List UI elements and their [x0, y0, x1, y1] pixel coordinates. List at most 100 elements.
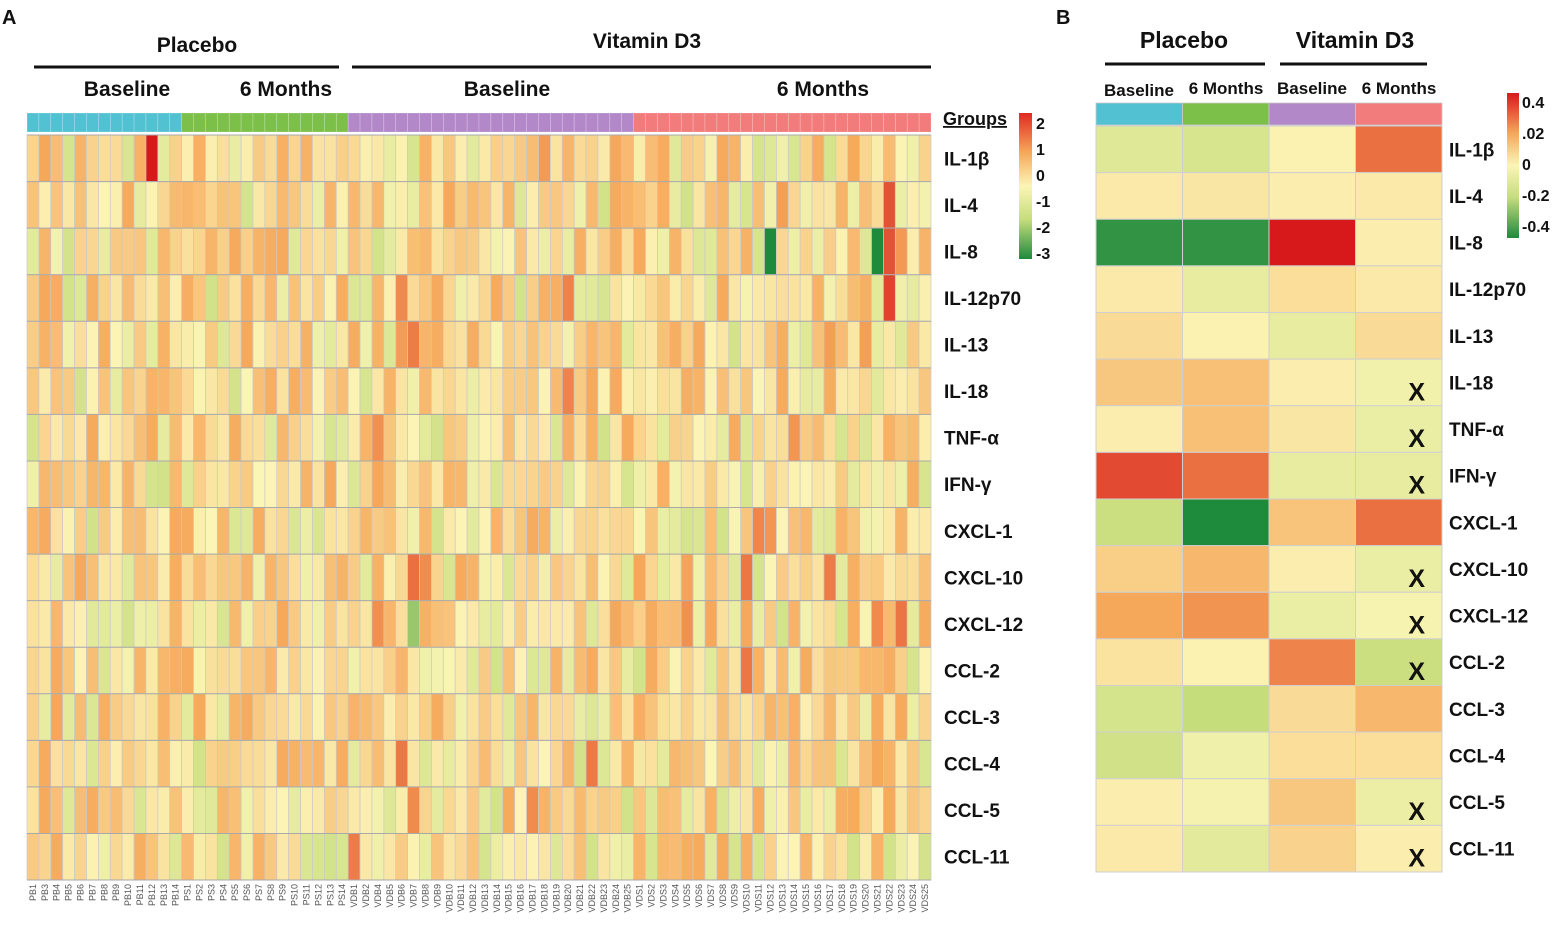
cell-ccl-11-pb5	[62, 833, 75, 881]
row-label-il-12p70: IL-12p70	[944, 289, 1021, 310]
cell-cxcl-1-vds25	[918, 507, 932, 555]
cell-ccl-2-vds1	[633, 646, 646, 695]
cell-ccl-2-vds22	[883, 646, 896, 695]
cell-cxcl-1-vitamin-d3-6-months	[1355, 498, 1443, 547]
cell-cxcl-10-pb11	[133, 553, 147, 601]
cell-cxcl-10-pb8	[98, 553, 111, 601]
cell-ccl-11-vds6	[692, 833, 706, 881]
panel-a-placebo-baseline-label: Baseline	[84, 78, 170, 101]
cell-cxcl-12-ps4	[216, 600, 230, 648]
cell-ifn-gamma-vds10	[740, 460, 753, 508]
cell-il-8-vdb7	[407, 227, 420, 276]
cell-ccl-11-vdb11	[454, 833, 468, 881]
cell-cxcl-1-ps13	[324, 507, 337, 555]
cell-il-12p70-ps10	[288, 274, 301, 322]
cell-ifn-gamma-vdb4	[371, 460, 385, 508]
cell-ccl-4-pb13	[157, 739, 171, 788]
cell-il-1beta-vds8	[716, 134, 730, 182]
cell-il-8-vdb24	[609, 227, 623, 276]
cell-cxcl-12-vds2	[645, 600, 658, 648]
cell-il-8-vds5	[680, 227, 694, 276]
cell-ccl-5-vdb7	[407, 786, 420, 834]
cell-ccl-2-vds24	[906, 646, 920, 695]
cell-ccl-2-vds18	[835, 646, 849, 695]
cell-il-18-vdb16	[514, 367, 527, 415]
cell-cxcl-12-ps12	[312, 600, 325, 648]
cell-il-13-placebo-6-months	[1182, 312, 1270, 360]
cell-cxcl-12-vds7	[704, 600, 718, 648]
cell-il-8-ps8	[264, 227, 278, 276]
cell-il-13-pb5	[62, 320, 75, 369]
cell-cxcl-10-vdb24	[609, 553, 623, 601]
group-bar-vds19	[847, 112, 860, 133]
column-label-vdb25: VDB25	[623, 884, 633, 913]
cell-ccl-2-pb4	[50, 646, 64, 695]
row-label-cxcl-1: CXCL-1	[944, 522, 1013, 543]
cell-il-1beta-ps14	[335, 134, 349, 182]
cell-il-13-vds8	[716, 320, 730, 369]
cell-cxcl-1-ps14	[335, 507, 349, 555]
cell-il-4-pb10	[121, 181, 135, 229]
cell-cxcl-1-ps4	[216, 507, 230, 555]
cell-cxcl-12-vds12	[764, 600, 777, 648]
cell-ccl-5-pb14	[169, 786, 182, 834]
cell-il-13-vds22	[883, 320, 896, 369]
cell-tnf-alpha-ps7	[252, 414, 266, 462]
cell-tnf-alpha-vds1	[633, 414, 646, 462]
cell-cxcl-12-pb9	[109, 600, 123, 648]
cell-ccl-11-vds13	[776, 833, 789, 881]
column-label-vdb5: VDB5	[385, 884, 395, 908]
cell-il-8-pb7	[86, 227, 99, 276]
cell-cxcl-1-ps7	[252, 507, 266, 555]
cell-cxcl-12-pb12	[145, 600, 159, 648]
cell-il-18-pb5	[62, 367, 75, 415]
group-bar-pb3	[38, 112, 52, 133]
cell-il-13-pb11	[133, 320, 147, 369]
cell-il-8-vdb5	[383, 227, 397, 276]
group-bar-vdb13	[478, 112, 492, 133]
cell-ccl-5-ps4	[216, 786, 230, 834]
cell-il-13-pb14	[169, 320, 182, 369]
cell-il-1beta-pb12	[145, 134, 159, 182]
cell-tnf-alpha-vdb24	[609, 414, 623, 462]
cell-cxcl-10-placebo-6-months	[1182, 545, 1270, 593]
group-bar-pb6	[74, 112, 87, 133]
cell-cxcl-10-ps9	[276, 553, 290, 601]
cell-ccl-5-vds8	[716, 786, 730, 834]
cell-ifn-gamma-vdb24	[609, 460, 623, 508]
cell-il-12p70-vdb1	[347, 274, 361, 322]
cell-ccl-4-vdb9	[431, 739, 444, 788]
cell-il-13-vds1	[633, 320, 646, 369]
cell-il-4-vdb5	[383, 181, 397, 229]
cell-ccl-5-vdb10	[442, 786, 456, 834]
cell-il-1beta-vds14	[787, 134, 801, 182]
column-label-ps14: PS14	[337, 884, 347, 906]
cell-cxcl-1-vdb19	[550, 507, 563, 555]
cell-cxcl-12-vds11	[752, 600, 765, 648]
cell-ccl-11-vdb22	[585, 833, 599, 881]
cell-il-8-vdb2	[359, 227, 373, 276]
cell-il-13-vdb5	[383, 320, 397, 369]
cell-ccl-4-pb8	[98, 739, 111, 788]
cell-ifn-gamma-ps11	[300, 460, 313, 508]
cell-cxcl-10-pb10	[121, 553, 135, 601]
cell-tnf-alpha-pb13	[157, 414, 171, 462]
cell-il-12p70-vds12	[764, 274, 777, 322]
column-label-ps10: PS10	[290, 884, 300, 906]
cell-il-4-ps11	[300, 181, 313, 229]
cell-il-4-vdb10	[442, 181, 456, 229]
cell-ccl-4-vds3	[657, 739, 670, 788]
cell-ccl-2-vdb7	[407, 646, 420, 695]
group-bar-vds7	[704, 112, 718, 133]
cell-ccl-5-pb1	[26, 786, 40, 834]
cell-cxcl-12-ps2	[193, 600, 206, 648]
cell-tnf-alpha-ps13	[324, 414, 337, 462]
cell-cxcl-12-vdb10	[442, 600, 456, 648]
cell-cxcl-10-vdb11	[454, 553, 468, 601]
cell-ccl-2-pb6	[74, 646, 87, 695]
cell-ccl-11-ps8	[264, 833, 278, 881]
cell-il-4-ps4	[216, 181, 230, 229]
cell-cxcl-12-vds3	[657, 600, 670, 648]
cell-cxcl-12-pb6	[74, 600, 87, 648]
cell-cxcl-12-ps3	[205, 600, 218, 648]
